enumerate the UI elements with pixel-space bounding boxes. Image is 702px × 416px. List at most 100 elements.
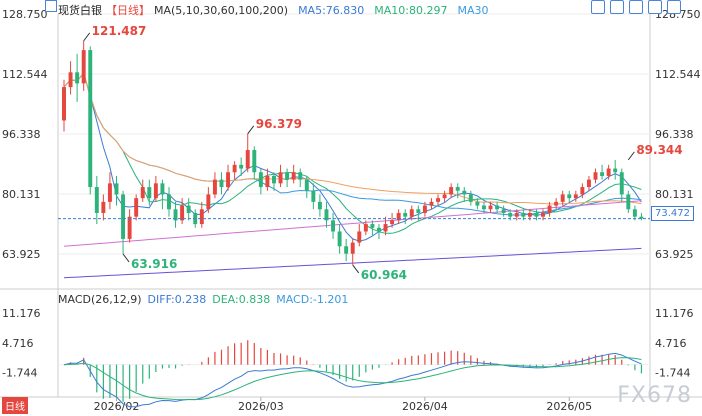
- price-tick-right: 96.338: [655, 128, 694, 141]
- candle-body: [272, 175, 276, 184]
- settings-button[interactable]: [667, 0, 681, 14]
- candle-body: [140, 187, 145, 199]
- candle-body: [94, 187, 99, 213]
- candle-body: [488, 205, 493, 210]
- candle-body: [409, 209, 414, 217]
- candle-body: [363, 224, 368, 232]
- price-tick-left: 80.131: [2, 188, 41, 201]
- period-tag[interactable]: 日线: [2, 397, 28, 414]
- macd-tick-left: -1.744: [2, 367, 37, 380]
- ma10-value: MA10:80.297: [374, 3, 448, 17]
- candle-body: [534, 212, 539, 217]
- candle-body: [317, 201, 322, 210]
- candle-body: [573, 194, 578, 199]
- candle-body: [344, 246, 349, 254]
- annotation-label: 63.916: [131, 257, 177, 271]
- candle-body: [167, 194, 171, 210]
- candle-body: [81, 50, 86, 84]
- candle-body: [462, 190, 467, 195]
- annotation-label: 89.344: [636, 143, 682, 157]
- candle-body: [639, 216, 644, 219]
- chart-type-icon[interactable]: [45, 0, 57, 12]
- candle-body: [436, 198, 440, 202]
- candle-body: [147, 187, 152, 199]
- candle-body: [285, 172, 290, 180]
- candle-body: [429, 201, 434, 206]
- candle-body: [370, 224, 375, 228]
- current-price-label: 73.472: [651, 206, 694, 221]
- macd-header: MACD(26,12,9) DIFF:0.238 DEA:0.838 MACD:…: [58, 293, 348, 306]
- ma60-line: [63, 72, 642, 205]
- candle-body: [567, 194, 572, 199]
- macd-diff-line: [63, 352, 642, 408]
- candle-body: [521, 212, 526, 217]
- candle-body: [239, 164, 244, 169]
- macd-dea: DEA:0.838: [212, 293, 271, 306]
- candle-body: [134, 198, 139, 217]
- price-tick-left: 63.925: [2, 248, 41, 261]
- candle-body: [245, 150, 250, 169]
- candle-body: [206, 194, 211, 210]
- zoom-out-button[interactable]: [610, 0, 624, 14]
- price-tick-right: 128.750: [655, 8, 701, 21]
- candle-body: [481, 205, 486, 210]
- candle-body: [547, 205, 552, 213]
- annotation-pointer: [627, 151, 635, 161]
- annotation-pointer: [122, 253, 130, 263]
- symbol-name: 现货白银: [58, 4, 102, 17]
- x-tick-label: 2026/04: [402, 400, 448, 413]
- annotation-label: 96.379: [256, 117, 302, 131]
- macd-tick-right: -1.744: [655, 367, 690, 380]
- candle-body: [455, 187, 460, 191]
- macd-tick-right: 4.716: [655, 337, 687, 350]
- candle-body: [75, 72, 80, 84]
- candle-body: [527, 212, 532, 217]
- candle-body: [298, 172, 303, 180]
- candle-body: [357, 231, 362, 243]
- candle-body: [350, 242, 355, 254]
- x-tick-label: 2026/05: [546, 400, 592, 413]
- macd-tick-left: 4.716: [2, 337, 34, 350]
- price-header: 现货白银 【日线】 MA(5,10,30,60,100,200) MA5:76.…: [58, 2, 489, 18]
- watermark-logo: FX678: [617, 383, 692, 408]
- candle-body: [541, 212, 545, 217]
- candle-body: [311, 190, 316, 202]
- candle-body: [337, 231, 342, 247]
- candle-body: [291, 172, 296, 180]
- candle-body: [186, 205, 191, 213]
- candle-body: [449, 187, 454, 195]
- candle-body: [258, 172, 263, 188]
- annotation-label: 60.964: [361, 268, 407, 282]
- x-tick-label: 2026/03: [238, 400, 284, 413]
- candle-body: [62, 87, 66, 121]
- candle-body: [619, 172, 624, 195]
- candle-body: [600, 172, 605, 176]
- ma100-line: [63, 200, 642, 247]
- candle-body: [495, 205, 500, 210]
- candle-body: [396, 212, 401, 221]
- candle-body: [212, 179, 217, 195]
- macd-dea-line: [63, 357, 642, 401]
- candle-body: [324, 209, 329, 221]
- candle-body: [160, 183, 165, 195]
- x-tick-label: 2026/02: [94, 400, 140, 413]
- macd-value: MACD:-1.201: [276, 293, 349, 306]
- macd-tick-right: 11.176: [655, 307, 694, 320]
- move-left-button[interactable]: [629, 0, 643, 14]
- period-label[interactable]: 【日线】: [106, 4, 150, 17]
- candle-body: [226, 172, 231, 188]
- macd-params: MACD(26,12,9): [58, 293, 142, 306]
- price-tick-left: 128.750: [2, 8, 48, 21]
- candle-body: [422, 205, 427, 213]
- zoom-in-button[interactable]: [591, 0, 605, 14]
- candle-body: [252, 150, 257, 173]
- annotation-pointer: [352, 264, 360, 274]
- ma5-value: MA5:76.830: [298, 3, 365, 17]
- move-right-button[interactable]: [648, 0, 662, 14]
- macd-tick-left: 11.176: [2, 307, 41, 320]
- candle-body: [121, 194, 126, 239]
- candle-body: [560, 194, 565, 202]
- candle-body: [606, 168, 611, 176]
- candle-body: [442, 194, 447, 199]
- candle-body: [613, 168, 618, 173]
